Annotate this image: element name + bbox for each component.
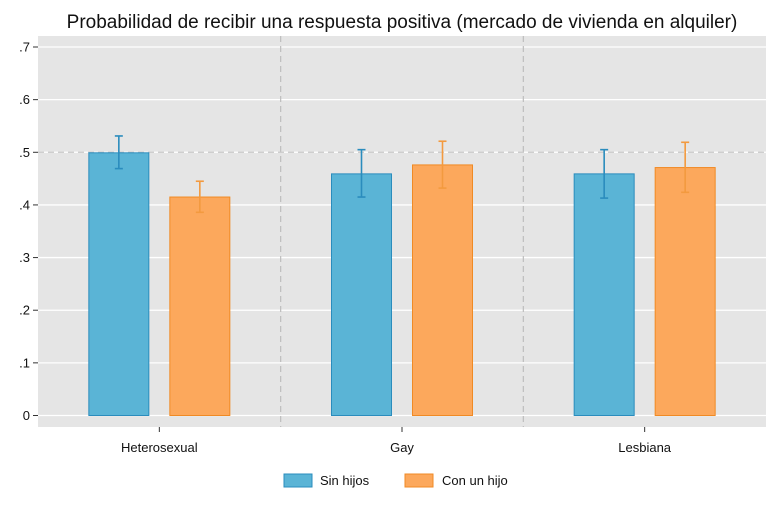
y-tick-label: .1 xyxy=(19,355,30,370)
y-tick-label: .2 xyxy=(19,303,30,318)
x-tick-label: Heterosexual xyxy=(121,440,198,455)
legend-swatch xyxy=(283,473,313,488)
error-bars xyxy=(114,135,690,214)
panel-separators xyxy=(280,36,524,427)
legend: Sin hijos Con un hijo xyxy=(283,473,508,488)
legend-label: Con un hijo xyxy=(442,473,508,488)
legend-label: Sin hijos xyxy=(320,473,370,488)
bar-1-2 xyxy=(654,167,716,416)
legend-swatch xyxy=(404,473,434,488)
bar-1-0 xyxy=(169,196,231,416)
y-tick-label: .6 xyxy=(19,92,30,107)
bar-1-1 xyxy=(412,164,473,416)
y-tick-label: .5 xyxy=(19,145,30,160)
x-axis: Heterosexual Gay Lesbiana xyxy=(121,427,672,455)
y-tick-label: .4 xyxy=(19,197,30,212)
y-axis: 0 .1 .2 .3 .4 .5 .6 .7 xyxy=(19,40,38,423)
bar-0-0 xyxy=(88,152,150,417)
y-tick-label: .3 xyxy=(19,250,30,265)
x-tick-label: Lesbiana xyxy=(618,440,672,455)
bar-0-2 xyxy=(573,173,635,416)
chart-title: Probabilidad de recibir una respuesta po… xyxy=(67,12,738,33)
bar-0-1 xyxy=(331,173,392,416)
bars xyxy=(88,152,716,417)
y-tick-label: .7 xyxy=(19,40,30,55)
x-tick-label: Gay xyxy=(390,440,414,455)
plot-background xyxy=(38,36,766,427)
y-tick-label: 0 xyxy=(23,408,30,423)
